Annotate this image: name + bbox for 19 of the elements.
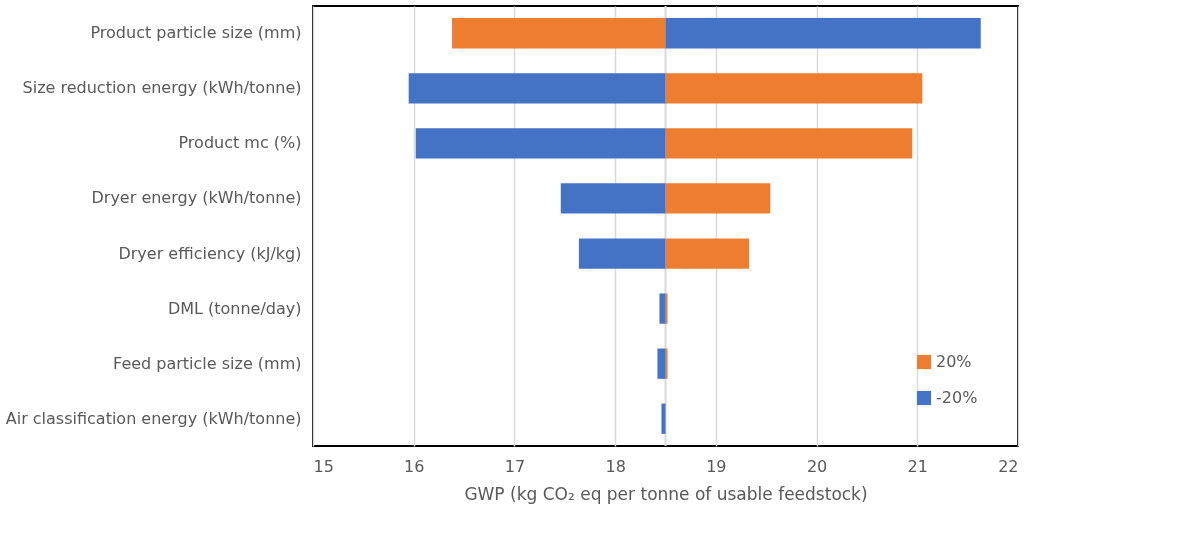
y-tick-label: Dryer energy (kWh/tonne) bbox=[91, 188, 302, 208]
y-tick-label: Product particle size (mm) bbox=[90, 23, 302, 43]
y-tick-label: Air classification energy (kWh/tonne) bbox=[5, 408, 302, 428]
x-tick-label: 22 bbox=[998, 456, 1019, 476]
x-tick-label: 15 bbox=[313, 456, 334, 476]
x-tick-label: 16 bbox=[404, 456, 425, 476]
y-tick-label: Dryer efficiency (kJ/kg) bbox=[118, 243, 302, 263]
legend-label: 20% bbox=[936, 352, 972, 371]
y-tick-label: Size reduction energy (kWh/tonne) bbox=[22, 78, 302, 98]
x-tick-label: 19 bbox=[706, 456, 727, 476]
y-tick-label: DML (tonne/day) bbox=[167, 298, 302, 318]
x-axis-title: GWP (kg CO₂ eq per tonne of usable feedstock) bbox=[464, 483, 868, 504]
y-tick-label: Feed particle size (mm) bbox=[113, 353, 302, 373]
x-tick-label: 18 bbox=[605, 456, 626, 476]
y-tick-label: Product mc (%) bbox=[178, 133, 302, 153]
x-tick-label: 20 bbox=[806, 456, 828, 476]
x-tick-label: 21 bbox=[907, 456, 928, 476]
legend-label: -20% bbox=[936, 388, 978, 407]
x-tick-label: 17 bbox=[504, 456, 526, 476]
